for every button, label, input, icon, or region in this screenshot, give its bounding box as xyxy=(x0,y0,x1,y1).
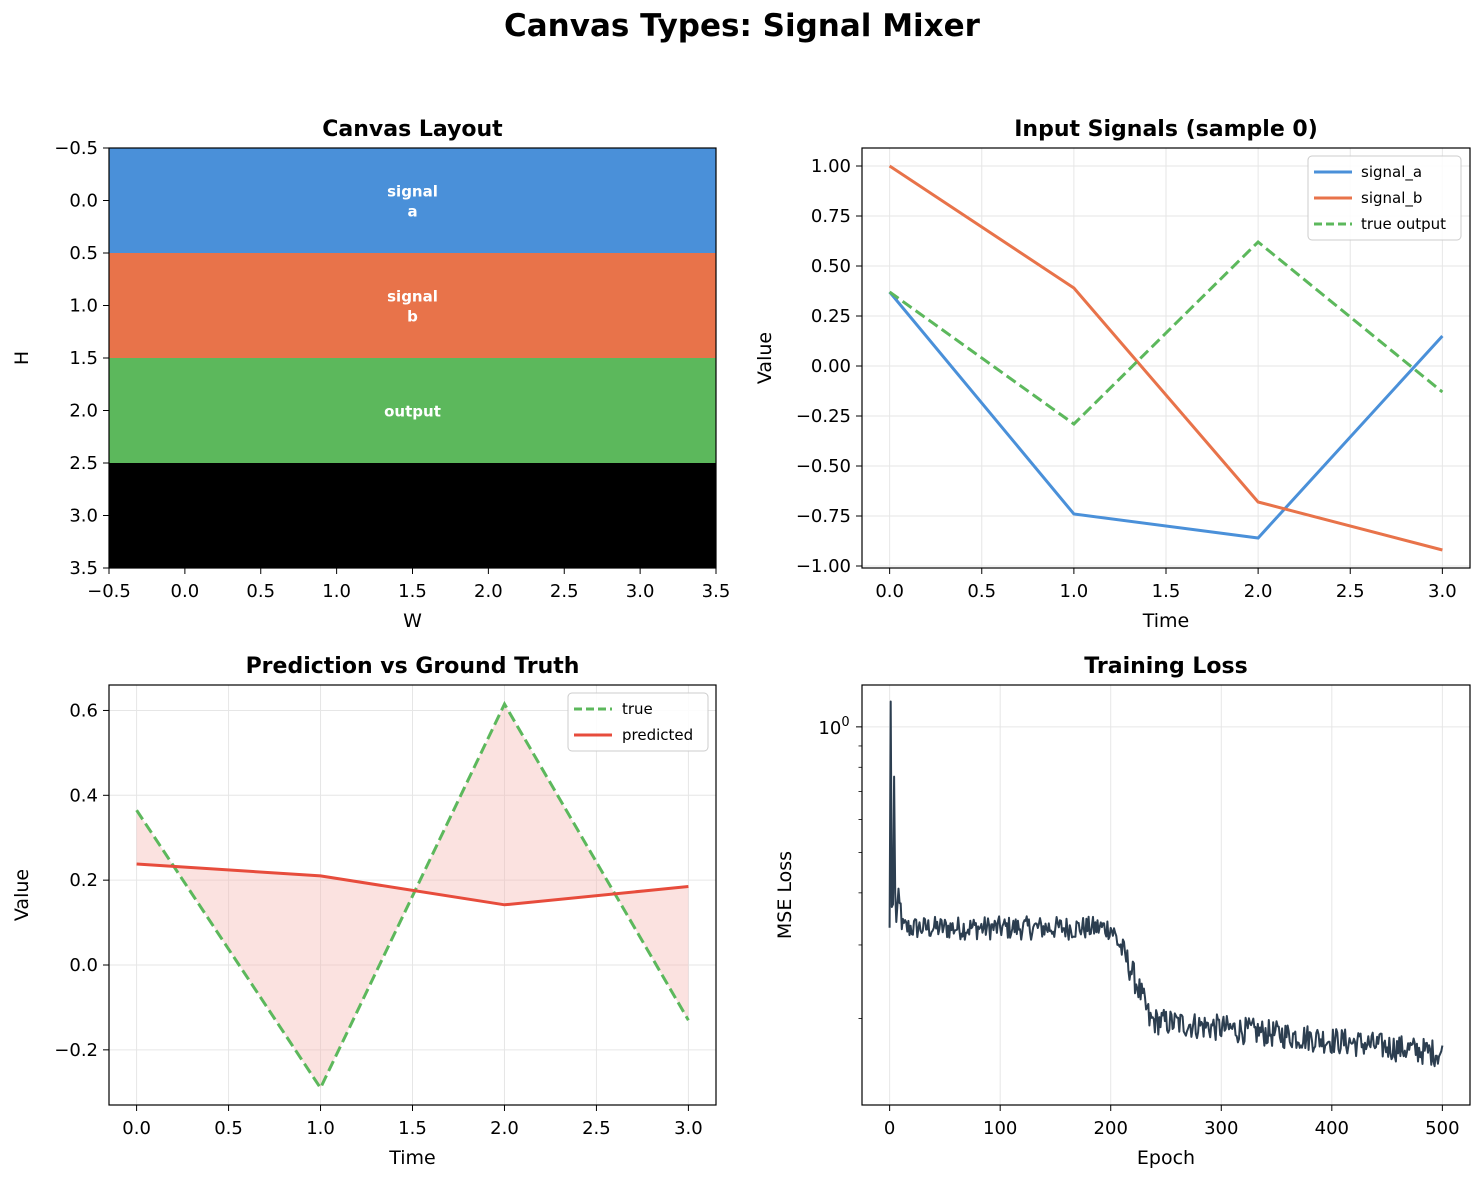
legend-label: signal_a xyxy=(1361,163,1422,182)
y-tick-label: 0.0 xyxy=(69,191,98,212)
x-tick-label: 1.0 xyxy=(322,581,351,602)
axes-frame xyxy=(861,147,1471,569)
y-tick-label: −0.50 xyxy=(796,456,851,477)
legend-label: true xyxy=(622,700,653,718)
x-tick-label: 0.5 xyxy=(214,1118,243,1139)
x-tick-label: 100 xyxy=(983,1118,1017,1139)
y-tick-label: 0.6 xyxy=(69,700,98,721)
series-line-predicted xyxy=(136,862,689,907)
canvas-layout-panel: signal a signal b output −0.5 0.0 0.5 1.0 1.5 2.0 2… xyxy=(11,117,730,632)
x-tick-label: 2.0 xyxy=(474,581,503,602)
x-tick-label: 1.0 xyxy=(1060,581,1089,602)
y-tick-label: −0.25 xyxy=(796,406,851,427)
y-axis-label: Value xyxy=(11,869,33,921)
x-tick-label: 3.5 xyxy=(702,581,731,602)
x-tick-label: 0.0 xyxy=(122,1118,151,1139)
series-line-signal_b xyxy=(888,164,1443,552)
x-axis-label: W xyxy=(403,610,422,632)
canvas-row-label: signal xyxy=(387,288,438,306)
x-tick-label: 1.5 xyxy=(1152,581,1181,602)
y-tick-label: 100 xyxy=(818,715,849,739)
canvas-row-cell xyxy=(109,253,716,358)
axes-title: Training Loss xyxy=(1084,654,1247,679)
y-tick-label: −0.75 xyxy=(796,506,851,527)
x-tick-label: 2.5 xyxy=(550,581,579,602)
legend-box xyxy=(1307,155,1462,241)
x-tick-label: 500 xyxy=(1425,1118,1459,1139)
canvas-row-cell xyxy=(109,358,716,463)
y-tick-label: 0.75 xyxy=(811,206,851,227)
y-tick-label: 2.0 xyxy=(69,401,98,422)
axes-frame xyxy=(108,684,717,1106)
canvas-row-label: output xyxy=(384,403,441,421)
legend-label: signal_b xyxy=(1361,189,1422,208)
y-tick-label: 1.00 xyxy=(811,156,851,177)
canvas-row-label: b xyxy=(407,308,418,326)
y-tick-label: 0.00 xyxy=(811,356,851,377)
y-tick-label: 0.25 xyxy=(811,306,851,327)
x-tick-label: 0.5 xyxy=(967,581,996,602)
x-tick-label: 1.0 xyxy=(306,1118,335,1139)
canvas-row-label: a xyxy=(407,203,417,221)
x-tick-label: 2.0 xyxy=(1244,581,1273,602)
x-tick-label: 1.5 xyxy=(398,1118,427,1139)
error-fill-area xyxy=(136,704,689,1088)
canvas-row-cell xyxy=(109,463,716,568)
y-tick-label: 3.5 xyxy=(69,558,98,579)
x-tick-label: 0.5 xyxy=(246,581,275,602)
y-tick-label: −0.2 xyxy=(54,1040,98,1061)
y-tick-label: 1.0 xyxy=(69,296,98,317)
x-tick-label: 2.5 xyxy=(1336,581,1365,602)
y-tick-label: −1.00 xyxy=(796,556,851,577)
figure-title: Canvas Types: Signal Mixer xyxy=(504,8,980,44)
x-tick-label: 200 xyxy=(1094,1118,1128,1139)
x-tick-label: 2.0 xyxy=(490,1118,519,1139)
y-tick-label: 0.0 xyxy=(69,955,98,976)
legend-label: predicted xyxy=(622,726,693,744)
y-tick-label: 0.5 xyxy=(69,243,98,264)
y-tick-exponent: 0 xyxy=(841,715,849,730)
x-tick-label: −0.5 xyxy=(87,581,131,602)
series-line-true-output xyxy=(888,239,1444,426)
x-axis-label: Time xyxy=(388,1147,436,1169)
legend-label: true output xyxy=(1361,215,1446,233)
y-tick-label: 0.50 xyxy=(811,256,851,277)
x-tick-label: 300 xyxy=(1204,1118,1238,1139)
x-tick-label: 0 xyxy=(884,1118,895,1139)
prediction-panel: 0.0 0.5 1.0 1.5 2.0 2.5 3.0 −0.2 0.0 0.2 0.4 0.6 Pre… xyxy=(11,654,717,1169)
y-axis-label: Value xyxy=(754,332,776,384)
axes-title: Canvas Layout xyxy=(322,117,503,142)
y-tick-label: 1.5 xyxy=(69,348,98,369)
x-axis-label: Time xyxy=(1142,610,1190,632)
x-tick-label: 400 xyxy=(1315,1118,1349,1139)
y-tick-label: 0.2 xyxy=(69,870,98,891)
x-tick-label: 2.5 xyxy=(582,1118,611,1139)
x-tick-label: 1.5 xyxy=(398,581,427,602)
x-tick-label: 3.0 xyxy=(1428,581,1457,602)
x-tick-label: 0.0 xyxy=(875,581,904,602)
y-tick-label: 3.0 xyxy=(69,506,98,527)
y-tick-label: −0.5 xyxy=(54,138,98,159)
y-tick-label: 0.4 xyxy=(69,785,98,806)
canvas-row-cell xyxy=(109,148,716,253)
axes-title: Input Signals (sample 0) xyxy=(1014,117,1318,142)
axes-frame xyxy=(861,684,1471,1106)
x-tick-label: 0.0 xyxy=(171,581,200,602)
canvas-row-label: signal xyxy=(387,183,438,201)
x-axis-label: Epoch xyxy=(1137,1147,1195,1169)
series-line-true xyxy=(135,700,690,1092)
series-line-signal_a xyxy=(888,291,1444,540)
y-tick-label: 2.5 xyxy=(69,453,98,474)
y-axis-label: MSE Loss xyxy=(774,851,796,939)
axes-frame xyxy=(108,147,717,569)
y-axis-label: H xyxy=(11,351,33,365)
x-tick-label: 3.0 xyxy=(674,1118,703,1139)
axes-title: Prediction vs Ground Truth xyxy=(246,654,580,679)
input-signals-panel: 0.0 0.5 1.0 1.5 2.0 2.5 3.0 −1.00 −0.75 −0.50 −0.2… xyxy=(754,117,1471,632)
x-tick-label: 3.0 xyxy=(626,581,655,602)
loss-curve-line xyxy=(888,700,1444,1068)
